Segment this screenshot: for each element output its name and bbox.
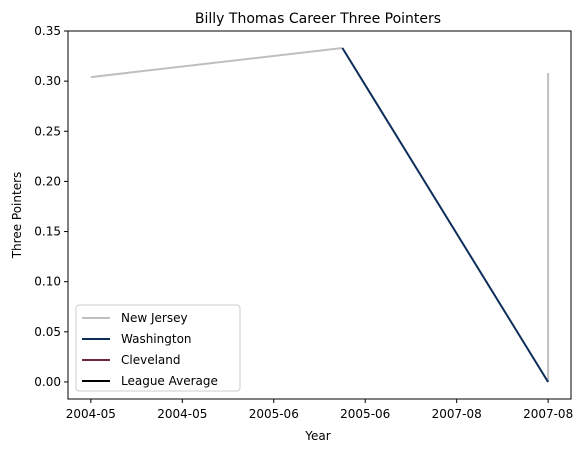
y-tick-label: 0.10 [34, 275, 61, 289]
series-line-0-0 [90, 47, 343, 79]
chart-title: Billy Thomas Career Three Pointers [195, 11, 441, 27]
y-axis: 0.00 0.05 0.10 0.15 0.20 0.25 0.30 0.35 [34, 24, 68, 389]
y-tick-label: 0.30 [34, 74, 61, 88]
series-line-1-0 [341, 47, 549, 383]
y-tick-label: 0.00 [34, 375, 61, 389]
legend-label: Cleveland [121, 353, 181, 367]
legend-label: New Jersey [121, 311, 188, 325]
legend-label: Washington [121, 332, 192, 346]
x-tick-label: 2007-08 [432, 407, 482, 421]
legend-label: League Average [121, 374, 218, 388]
x-tick-label: 2007-08 [523, 407, 573, 421]
y-tick-label: 0.05 [34, 325, 61, 339]
y-tick-label: 0.35 [34, 24, 61, 38]
y-tick-label: 0.20 [34, 174, 61, 188]
x-tick-label: 2005-06 [249, 407, 299, 421]
x-axis-label: Year [304, 429, 330, 443]
y-tick-label: 0.15 [34, 225, 61, 239]
legend-box [75, 304, 241, 392]
x-axis: 2004-05 2004-05 2005-06 2005-06 2007-08 2007-… [66, 399, 573, 421]
plot-lines [90, 47, 550, 383]
legend: New Jersey Washington Cleveland League Aver… [75, 304, 241, 392]
x-tick-label: 2004-05 [157, 407, 207, 421]
y-axis-label: Three Pointers [10, 172, 24, 260]
y-tick-label: 0.25 [34, 124, 61, 138]
plot-frame [67, 30, 572, 400]
x-tick-label: 2004-05 [66, 407, 116, 421]
x-tick-label: 2005-06 [340, 407, 390, 421]
